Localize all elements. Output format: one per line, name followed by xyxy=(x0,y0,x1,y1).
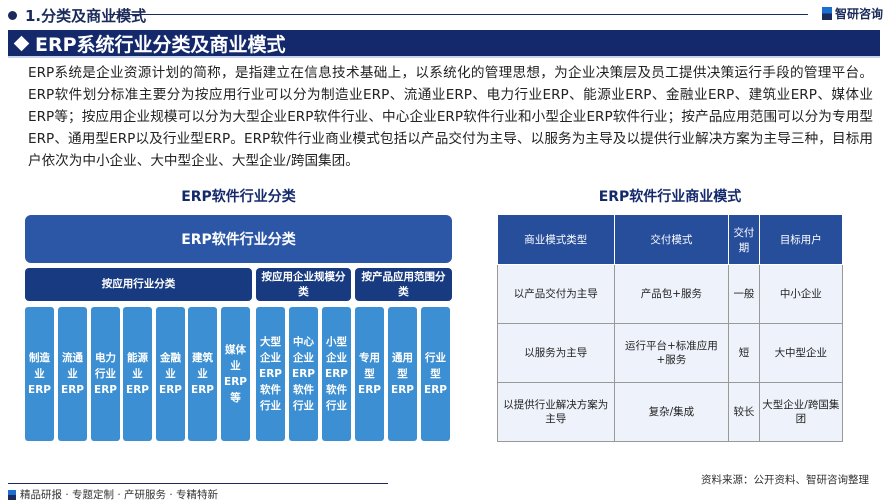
table-row: 以提供行业解决方案为主导 复杂/集成 较长 大型企业/跨国集团 xyxy=(497,382,844,442)
table-row: 以产品交付为主导 产品包+服务 一般 中小企业 xyxy=(497,264,844,324)
group-scope: 按产品应用范围分类 xyxy=(355,268,452,301)
cell: 复杂/集成 xyxy=(613,382,730,442)
title-bar: ERP系统行业分类及商业模式 xyxy=(8,30,880,58)
category-item: 能源业ERP xyxy=(123,307,152,441)
header-cell: 交付模式 xyxy=(613,214,730,265)
cell: 大中型企业 xyxy=(758,323,844,383)
header-cell: 交付期 xyxy=(728,214,760,265)
slogan-text: 精品研报 · 专题定制 · 产研服务 · 专精特新 xyxy=(20,489,219,501)
logo-icon xyxy=(8,489,16,500)
category-item: 通用型ERP xyxy=(388,307,417,441)
cell: 以提供行业解决方案为主导 xyxy=(497,382,615,442)
cell: 较长 xyxy=(728,382,760,442)
cell: 以产品交付为主导 xyxy=(497,264,615,324)
category-item: 行业型ERP xyxy=(421,307,450,441)
cell: 一般 xyxy=(728,264,760,324)
business-heading: ERP软件行业商业模式 xyxy=(598,189,742,205)
section-header: 1.分类及商业模式 xyxy=(8,5,146,26)
footer-divider xyxy=(8,483,388,484)
footer-slogan: 精品研报 · 专题定制 · 产研服务 · 专精特新 xyxy=(8,487,218,502)
category-item: 流通业ERP xyxy=(58,307,87,441)
category-item: 媒体业ERP等 xyxy=(221,307,250,441)
source-note: 资料来源：公开资料、智研咨询整理 xyxy=(701,474,869,486)
header-cell: 目标用户 xyxy=(758,214,844,265)
cell: 以服务为主导 xyxy=(497,323,615,383)
brand-logo: 智研咨询 xyxy=(821,5,883,22)
bullet-icon xyxy=(8,11,17,20)
page-title: ERP系统行业分类及商业模式 xyxy=(35,33,286,56)
cell: 短 xyxy=(728,323,760,383)
brand-name: 智研咨询 xyxy=(834,7,883,21)
section-title: 1.分类及商业模式 xyxy=(25,7,147,25)
category-item: 专用型ERP xyxy=(355,307,384,441)
cell: 中小企业 xyxy=(758,264,844,324)
description: ERP系统是企业资源计划的简称，是指建立在信息技术基础上，以系统化的管理思想，为… xyxy=(28,65,873,169)
category-item: 建筑业ERP xyxy=(188,307,217,441)
category-item: 小型企业ERP软件行业 xyxy=(322,307,351,441)
cell: 产品包+服务 xyxy=(613,264,730,324)
group-industry: 按应用行业分类 xyxy=(25,268,252,301)
logo-icon xyxy=(821,7,832,20)
category-item: 电力行业ERP xyxy=(91,307,120,441)
table-row: 以服务为主导 运行平台+标准应用+服务短大中型企业 xyxy=(497,323,844,383)
business-model-table: 商业模式类型 交付模式 交付期 目标用户 以产品交付为主导 产品包+服务 一般 中小企… xyxy=(497,214,844,442)
category-item: 金融业ERP xyxy=(156,307,185,441)
divider xyxy=(108,14,808,15)
category-item: 中心企业ERP软件行业 xyxy=(289,307,318,441)
classification-root: ERP软件行业分类 xyxy=(25,215,452,263)
classification-heading: ERP软件行业分类 xyxy=(181,189,296,205)
diamond-icon xyxy=(13,35,30,51)
category-item: 大型企业ERP软件行业 xyxy=(256,307,285,441)
cell: 大型企业/跨国集团 xyxy=(758,382,844,442)
header-cell: 商业模式类型 xyxy=(497,214,615,265)
group-scale: 按应用企业规模分类 xyxy=(256,268,351,301)
category-item: 制造业ERP xyxy=(25,307,54,441)
table-header-row: 商业模式类型 交付模式 交付期 目标用户 xyxy=(497,214,844,265)
cell: 运行平台+标准应用+服务 xyxy=(613,323,730,383)
